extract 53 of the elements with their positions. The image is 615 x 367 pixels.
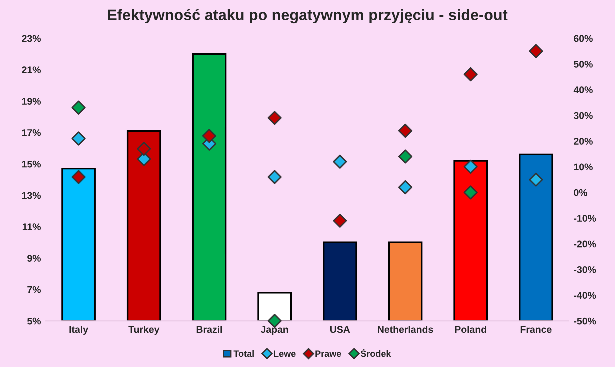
y2-tick-label: -50% [574, 318, 596, 325]
point [398, 124, 413, 138]
point [333, 154, 348, 169]
y2-tick-label: -30% [574, 266, 596, 274]
point [398, 150, 413, 164]
y-tick-label: 21% [22, 66, 42, 74]
y-tick-label: 13% [22, 192, 42, 200]
y2-tick-label: 50% [574, 60, 593, 68]
y-tick-label: 9% [28, 255, 42, 262]
point [398, 180, 413, 195]
y-tick-label: 7% [28, 286, 42, 294]
x-tick-label: Turkey [128, 326, 160, 336]
y2-tick-label: 60% [574, 35, 593, 42]
y2-tick-label: 10% [574, 164, 593, 171]
point [268, 170, 282, 184]
y2-tick-label: 20% [574, 138, 593, 145]
y-tick-label: 11% [22, 224, 42, 231]
point [268, 111, 282, 126]
legend-label: Total [234, 350, 254, 358]
y-tick-label: 15% [22, 160, 42, 168]
y-tick-label: 23% [22, 35, 42, 42]
y-tick-label: 19% [22, 98, 42, 105]
x-tick-label: Poland [455, 326, 486, 334]
y-tick-label: 17% [22, 129, 42, 136]
point [202, 129, 217, 144]
point [72, 100, 86, 115]
x-tick-label: USA [330, 326, 350, 334]
point [137, 152, 152, 166]
y2-tick-label: 40% [574, 86, 593, 94]
y-tick-label: 5% [28, 318, 42, 325]
x-tick-label: France [520, 326, 552, 334]
x-tick-label: Italy [70, 326, 88, 336]
y2-tick-label: 30% [574, 112, 593, 120]
y2-tick-label: -40% [574, 292, 596, 300]
x-tick-label: Japan [260, 326, 288, 336]
y2-tick-label: -10% [574, 215, 596, 222]
y2-tick-label: 0% [574, 189, 588, 196]
legend-label: Prawe [316, 350, 342, 358]
point [464, 67, 478, 82]
chart-title: Efektywność ataku po negatywnym przyjęciu - side-out [108, 9, 508, 24]
point [72, 132, 86, 146]
x-tick-label: Brazil [196, 326, 222, 334]
point [333, 214, 348, 228]
legend-label: Lewe [274, 350, 296, 358]
point [72, 170, 86, 184]
point [464, 160, 478, 174]
point [529, 172, 544, 187]
point [137, 142, 152, 156]
x-tick-label: Netherlands [378, 326, 434, 334]
point [529, 44, 544, 58]
y2-tick-label: -20% [574, 240, 596, 248]
point [464, 186, 478, 200]
legend-label: Środek [360, 349, 392, 358]
